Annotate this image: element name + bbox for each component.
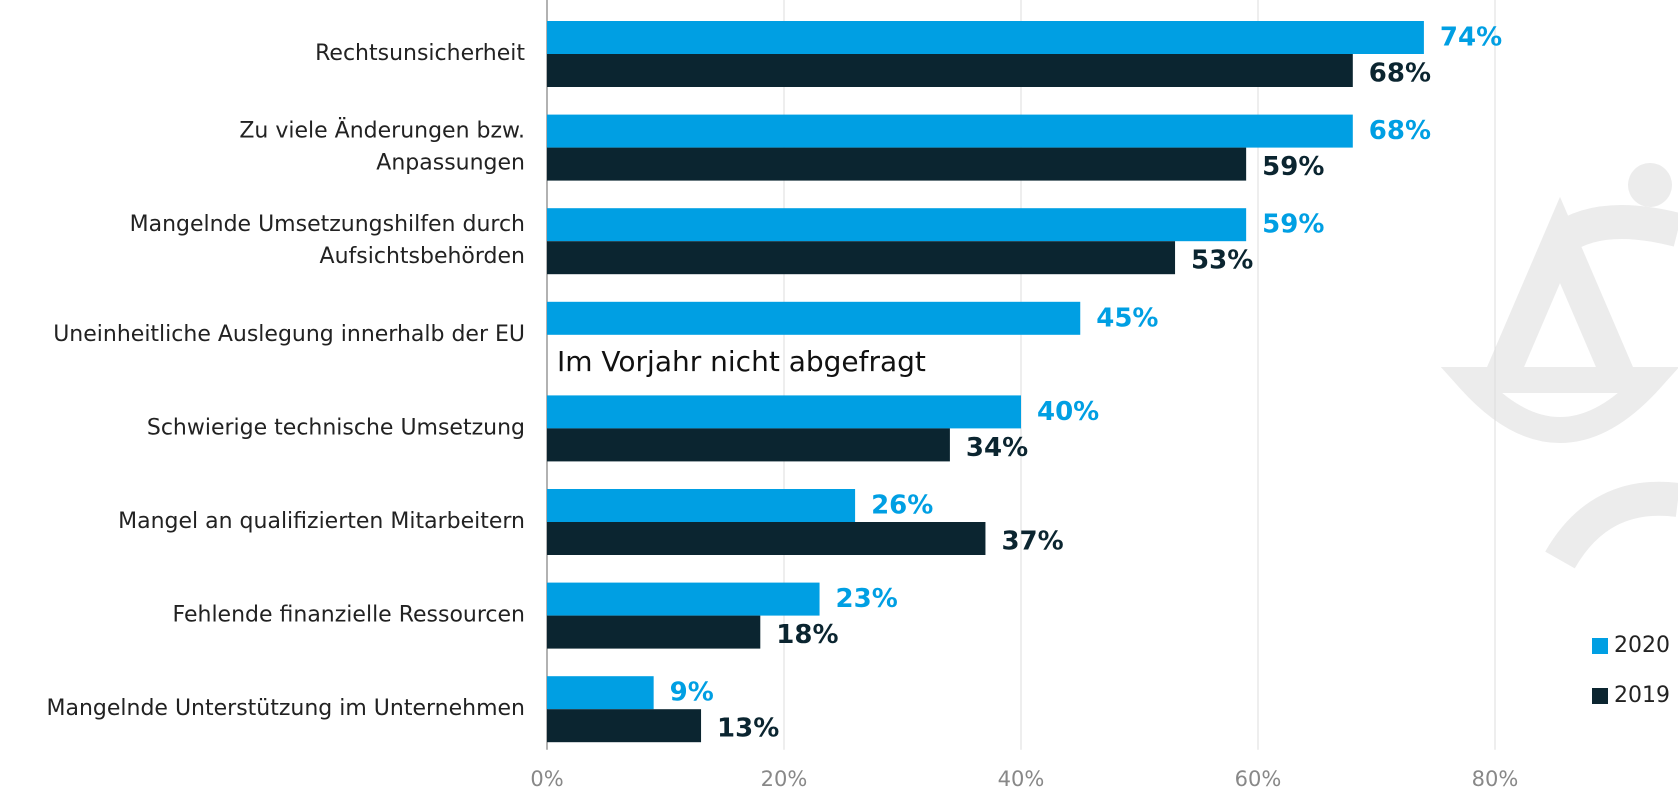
value-label: 53% [1191, 246, 1253, 276]
category-label: Fehlende finanzielle Ressourcen [173, 603, 525, 628]
category-label: Mangelnde Unterstützung im Unternehmen [47, 696, 526, 721]
value-label: 23% [836, 584, 898, 614]
bar [547, 616, 760, 649]
bar [547, 709, 701, 742]
category-label: Rechtsunsicherheit [315, 41, 525, 66]
bar [547, 302, 1080, 335]
bar [547, 115, 1353, 148]
value-label: 34% [966, 433, 1028, 463]
bar [547, 208, 1246, 241]
bar [547, 428, 950, 461]
legend-swatch [1592, 638, 1608, 654]
value-label: 18% [776, 620, 838, 650]
value-label: 45% [1096, 303, 1158, 333]
legend-swatch [1592, 688, 1608, 704]
legend-label: 2019 [1614, 683, 1670, 708]
bar [547, 21, 1424, 54]
value-label: 37% [1001, 527, 1063, 557]
bar [547, 489, 855, 522]
value-label: 40% [1037, 397, 1099, 427]
value-label: 74% [1440, 23, 1502, 53]
category-label: Uneinheitliche Auslegung innerhalb der E… [53, 322, 525, 347]
watermark [1470, 163, 1678, 560]
value-label: 68% [1369, 59, 1431, 89]
value-label: 13% [717, 714, 779, 744]
value-label: 68% [1369, 116, 1431, 146]
x-tick-label: 40% [998, 767, 1045, 791]
value-label: 59% [1262, 210, 1324, 240]
bar [547, 676, 654, 709]
chart: 0% 20% 40% 60% 80% Rechtsunsicherheit 74% 68% Zu… [0, 0, 1678, 800]
bar [547, 54, 1353, 87]
x-tick-label: 20% [761, 767, 808, 791]
x-tick-label: 0% [530, 767, 563, 791]
x-tick-label: 60% [1235, 767, 1282, 791]
category-label: Schwierige technische Umsetzung [147, 415, 525, 440]
bar [547, 241, 1175, 274]
annotation: Im Vorjahr nicht abgefragt [557, 345, 926, 378]
bar [547, 148, 1246, 181]
category-label: Zu viele Änderungen bzw.Anpassungen [239, 118, 525, 176]
value-label: 26% [871, 491, 933, 521]
value-label: 9% [670, 678, 714, 708]
bar [547, 522, 985, 555]
legend-label: 2020 [1614, 633, 1670, 658]
bar [547, 395, 1021, 428]
bar [547, 583, 820, 616]
category-label: Mangel an qualifizierten Mitarbeitern [118, 509, 525, 534]
x-tick-label: 80% [1472, 767, 1519, 791]
value-label: 59% [1262, 152, 1324, 182]
